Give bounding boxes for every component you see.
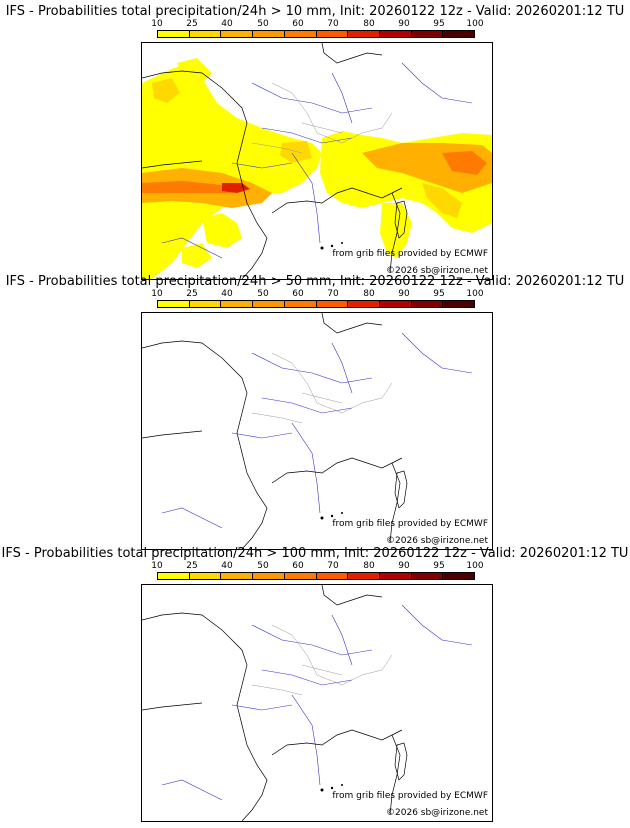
colorbar-segment — [158, 301, 190, 307]
map-canvas — [142, 585, 473, 821]
colorbar-segment — [316, 31, 349, 37]
scale-label: 25 — [186, 19, 198, 29]
colorbar-segment — [443, 301, 475, 307]
copyright-credit: ©2026 sb@irizone.net — [386, 808, 488, 818]
probability-map: from grib files provided by ECMWF ©2026 … — [141, 312, 493, 550]
scale-label: 90 — [398, 19, 410, 29]
scale-label: 25 — [186, 561, 198, 571]
colorbar-segment — [443, 31, 475, 37]
scale-label: 50 — [257, 561, 269, 571]
scale-label: 95 — [433, 561, 445, 571]
colorbar-segment — [158, 31, 190, 37]
colorbar-segment — [316, 301, 349, 307]
colorbar-segment — [284, 31, 317, 37]
coastlines — [142, 313, 403, 549]
scale-label: 70 — [327, 19, 339, 29]
colorbar-segment — [443, 573, 475, 579]
map-canvas — [142, 313, 473, 549]
scale-label: 10 — [151, 19, 163, 29]
scale-label: 40 — [221, 289, 233, 299]
colorbar-segment — [253, 31, 285, 37]
borders — [251, 352, 393, 424]
copyright-credit: ©2026 sb@irizone.net — [386, 536, 488, 546]
scale-label: 50 — [257, 289, 269, 299]
scale-label: 40 — [221, 561, 233, 571]
panel-50mm: IFS - Probabilities total precipitation/… — [0, 274, 630, 550]
scale-label: 95 — [433, 19, 445, 29]
source-credit: from grib files provided by ECMWF — [332, 249, 488, 259]
islands — [320, 470, 408, 520]
colorbar — [157, 30, 475, 38]
source-credit: from grib files provided by ECMWF — [332, 791, 488, 801]
colorbar-segment — [348, 573, 380, 579]
colorbar — [157, 300, 475, 308]
colorbar-segment — [189, 301, 222, 307]
scale-label: 80 — [363, 561, 375, 571]
borders — [251, 82, 393, 154]
colorbar-segment — [253, 573, 285, 579]
scale-label: 40 — [221, 19, 233, 29]
colorbar — [157, 572, 475, 580]
map-canvas — [142, 43, 492, 279]
copyright-credit: ©2026 sb@irizone.net — [386, 266, 488, 276]
colorbar-segment — [284, 301, 317, 307]
rivers — [161, 332, 473, 529]
colorbar-segment — [348, 301, 380, 307]
colorbar-segment — [284, 573, 317, 579]
colorbar-segment — [189, 573, 222, 579]
colorbar-segment — [189, 31, 222, 37]
scale-label: 25 — [186, 289, 198, 299]
scale-label: 90 — [398, 289, 410, 299]
colorbar-scale: 10 25 40 50 60 70 80 90 95 100 — [141, 561, 491, 571]
scale-label: 95 — [433, 289, 445, 299]
colorbar-scale: 10 25 40 50 60 70 80 90 95 100 — [141, 289, 491, 299]
colorbar-segment — [379, 301, 412, 307]
coastlines — [142, 585, 403, 821]
scale-label: 60 — [292, 289, 304, 299]
colorbar-segment — [379, 31, 412, 37]
panel-title: IFS - Probabilities total precipitation/… — [5, 4, 625, 19]
islands — [320, 742, 408, 792]
colorbar-segment — [221, 301, 254, 307]
probability-map: from grib files provided by ECMWF ©2026 … — [141, 584, 493, 822]
source-credit: from grib files provided by ECMWF — [332, 519, 488, 529]
colorbar-segment — [348, 31, 380, 37]
colorbar-segment — [316, 573, 349, 579]
probability-map: from grib files provided by ECMWF ©2026 … — [141, 42, 493, 280]
scale-label: 60 — [292, 561, 304, 571]
colorbar-segment — [411, 573, 444, 579]
rivers — [161, 62, 473, 259]
scale-label: 100 — [466, 561, 484, 571]
scale-label: 100 — [466, 19, 484, 29]
scale-label: 70 — [327, 289, 339, 299]
colorbar-segment — [158, 573, 190, 579]
colorbar-segment — [221, 31, 254, 37]
colorbar-segment — [411, 301, 444, 307]
scale-label: 10 — [151, 561, 163, 571]
scale-label: 50 — [257, 19, 269, 29]
scale-label: 100 — [466, 289, 484, 299]
scale-label: 90 — [398, 561, 410, 571]
scale-label: 10 — [151, 289, 163, 299]
probability-shading — [142, 58, 492, 279]
islands — [320, 200, 408, 250]
panel-100mm: IFS - Probabilities total precipitation/… — [0, 546, 630, 822]
scale-label: 80 — [363, 289, 375, 299]
scale-label: 60 — [292, 19, 304, 29]
coastlines — [142, 43, 403, 279]
colorbar-segment — [221, 573, 254, 579]
colorbar-segment — [253, 301, 285, 307]
colorbar-segment — [379, 573, 412, 579]
rivers — [161, 604, 473, 801]
colorbar-scale: 10 25 40 50 60 70 80 90 95 100 — [141, 19, 491, 29]
panel-10mm: IFS - Probabilities total precipitation/… — [0, 4, 630, 280]
scale-label: 70 — [327, 561, 339, 571]
panel-title: IFS - Probabilities total precipitation/… — [1, 546, 629, 561]
panel-title: IFS - Probabilities total precipitation/… — [5, 274, 625, 289]
colorbar-segment — [411, 31, 444, 37]
scale-label: 80 — [363, 19, 375, 29]
borders — [251, 624, 393, 696]
